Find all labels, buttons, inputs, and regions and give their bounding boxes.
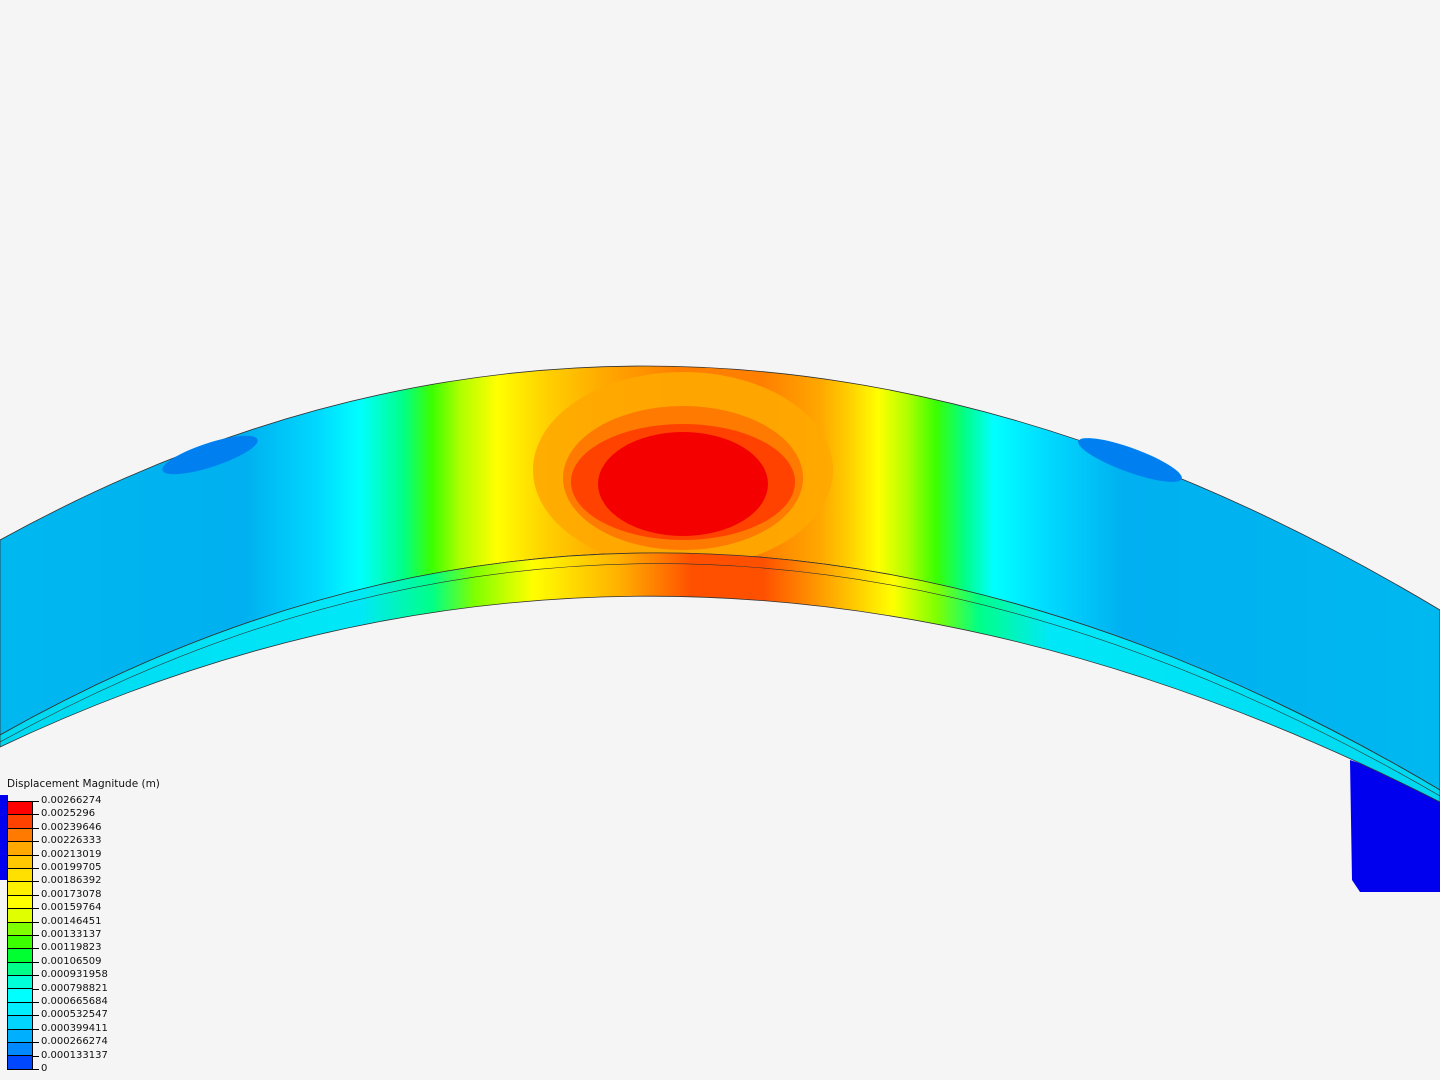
legend-swatch: [8, 815, 32, 829]
legend-tick: [32, 881, 39, 883]
legend-label: 0.000931958: [41, 969, 108, 981]
legend-swatch: [8, 868, 32, 883]
legend-label: 0.00186392: [41, 875, 102, 887]
legend-label: 0.00106509: [41, 955, 102, 967]
legend-title: Displacement Magnitude (m): [7, 778, 160, 790]
legend-label: 0.00199705: [41, 862, 102, 873]
blue-patch: [162, 435, 258, 475]
legend-tick: [32, 948, 39, 950]
legend-swatch: [8, 1002, 32, 1017]
legend-swatch: [8, 909, 32, 923]
legend-swatch: [8, 1016, 32, 1030]
legend-tick: [32, 801, 39, 802]
legend-label: 0.00213019: [41, 848, 102, 860]
legend-swatch: [8, 976, 32, 990]
legend-swatch: [8, 855, 32, 869]
blue-patch: [1078, 438, 1182, 482]
legend-label: 0.00159764: [41, 902, 102, 914]
legend-swatch: [8, 962, 32, 977]
legend-tick: [32, 908, 39, 910]
legend-label: 0.00173078: [41, 888, 102, 900]
legend-tick: [32, 975, 39, 977]
legend-label: 0.00226333: [41, 835, 102, 847]
legend-tick: [32, 1002, 39, 1003]
legend-tick: [32, 921, 39, 923]
legend: Displacement Magnitude (m) 0.00266274 0.0…: [7, 778, 160, 1074]
legend-swatch: [8, 1029, 32, 1044]
legend-label: 0.0025296: [41, 808, 96, 820]
legend-tick: [32, 1042, 39, 1044]
legend-swatch: [8, 949, 32, 963]
legend-tick: [32, 961, 39, 963]
support-block-left: [0, 795, 8, 880]
legend-swatch: [8, 842, 32, 856]
legend-tick: [32, 1069, 39, 1070]
legend-label: 0.000665684: [41, 996, 108, 1007]
legend-label: 0.00239646: [41, 821, 102, 833]
legend-swatch: [8, 1056, 32, 1069]
legend-tick: [32, 1015, 39, 1017]
contour-max-red: [598, 432, 768, 536]
legend-swatch: [8, 895, 32, 910]
legend-label: 0.000532547: [41, 1009, 108, 1021]
legend-tick: [32, 841, 39, 843]
legend-swatch: [8, 828, 32, 843]
legend-tick: [32, 868, 39, 869]
legend-label: 0.000266274: [41, 1036, 108, 1048]
legend-label: 0.000399411: [41, 1022, 108, 1034]
legend-tick: [32, 1055, 39, 1057]
legend-tick: [32, 988, 39, 990]
arch-flange: [0, 552, 1440, 803]
legend-tick: [32, 827, 39, 829]
legend-label: 0.000798821: [41, 982, 108, 994]
legend-label: 0.00119823: [41, 942, 102, 954]
legend-swatch: [8, 935, 32, 950]
legend-label: 0.000133137: [41, 1049, 108, 1061]
legend-tick: [32, 1028, 39, 1030]
legend-label: 0.00133137: [41, 929, 102, 940]
legend-color-bar: [7, 801, 33, 1070]
legend-swatch: [8, 882, 32, 896]
legend-label: 0.00146451: [41, 915, 102, 927]
legend-swatch: [8, 1043, 32, 1057]
legend-tick: [32, 814, 39, 816]
legend-swatch: [8, 802, 32, 816]
legend-label: 0: [41, 1063, 48, 1074]
legend-tick: [32, 894, 39, 896]
support-block-right: [1350, 760, 1440, 892]
legend-swatch: [8, 989, 32, 1003]
edge-line: [0, 563, 1440, 797]
legend-label: 0.00266274: [41, 795, 102, 806]
legend-swatch: [8, 922, 32, 936]
legend-tick: [32, 935, 39, 936]
legend-tick: [32, 854, 39, 856]
